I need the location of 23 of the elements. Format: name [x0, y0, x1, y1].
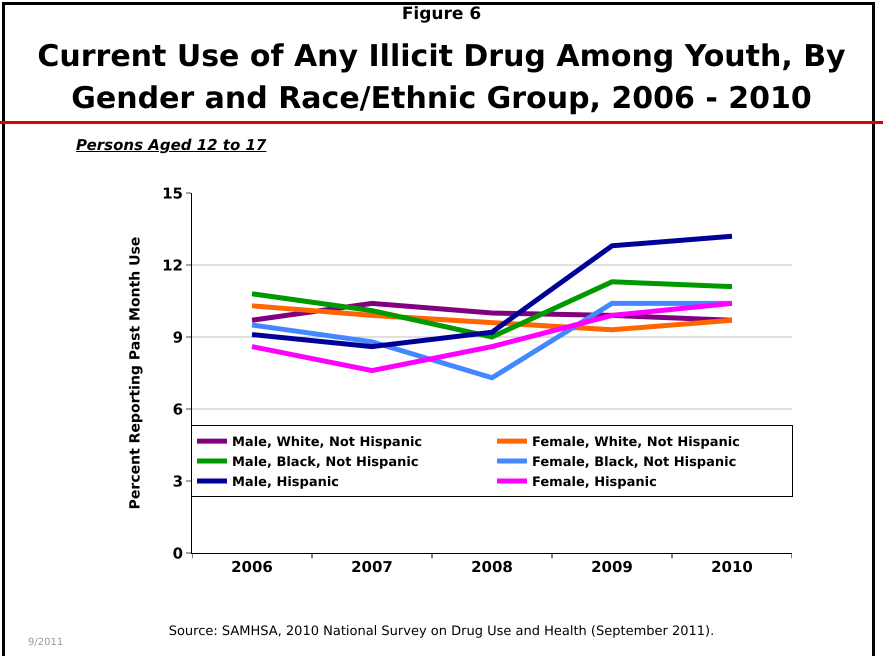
- x-tick-label: 2010: [711, 558, 753, 576]
- legend-label: Male, White, Not Hispanic: [232, 435, 422, 450]
- chart-subtitle: Persons Aged 12 to 17: [76, 136, 266, 154]
- text: 9/2011: [28, 637, 64, 648]
- y-tick-label: 15: [162, 184, 183, 202]
- y-tick-label: 12: [162, 256, 183, 274]
- x-tick-label: 2009: [591, 558, 633, 576]
- y-tick-label: 6: [172, 400, 183, 418]
- caption: Figure 6: [400, 4, 482, 24]
- legend-label: Male, Hispanic: [232, 475, 340, 490]
- x-tick-label: 2007: [351, 558, 393, 576]
- y-tick-label: 0: [172, 544, 183, 562]
- source-note: Source: SAMHSA, 2010 National Survey on Drug Use and Health (September 2011).: [168, 624, 714, 639]
- chart-title: Current Use of Any Illicit Drug Among Youth, By Gender and Race/Ethnic Group, 2006 - 2010: [36, 38, 847, 118]
- y-axis-title: Percent Reporting Past Month Use: [128, 236, 144, 510]
- x-tick-label: 2008: [471, 558, 513, 576]
- legend-label: Female, White, Not Hispanic: [532, 435, 740, 450]
- legend-label: Male, Black, Not Hispanic: [232, 455, 419, 470]
- legend-label: Female, Hispanic: [532, 475, 657, 490]
- x-tick-label: 2006: [231, 558, 273, 576]
- legend-label: Female, Black, Not Hispanic: [532, 455, 736, 470]
- y-tick-label: 3: [172, 472, 183, 490]
- y-tick-label: 9: [172, 328, 183, 346]
